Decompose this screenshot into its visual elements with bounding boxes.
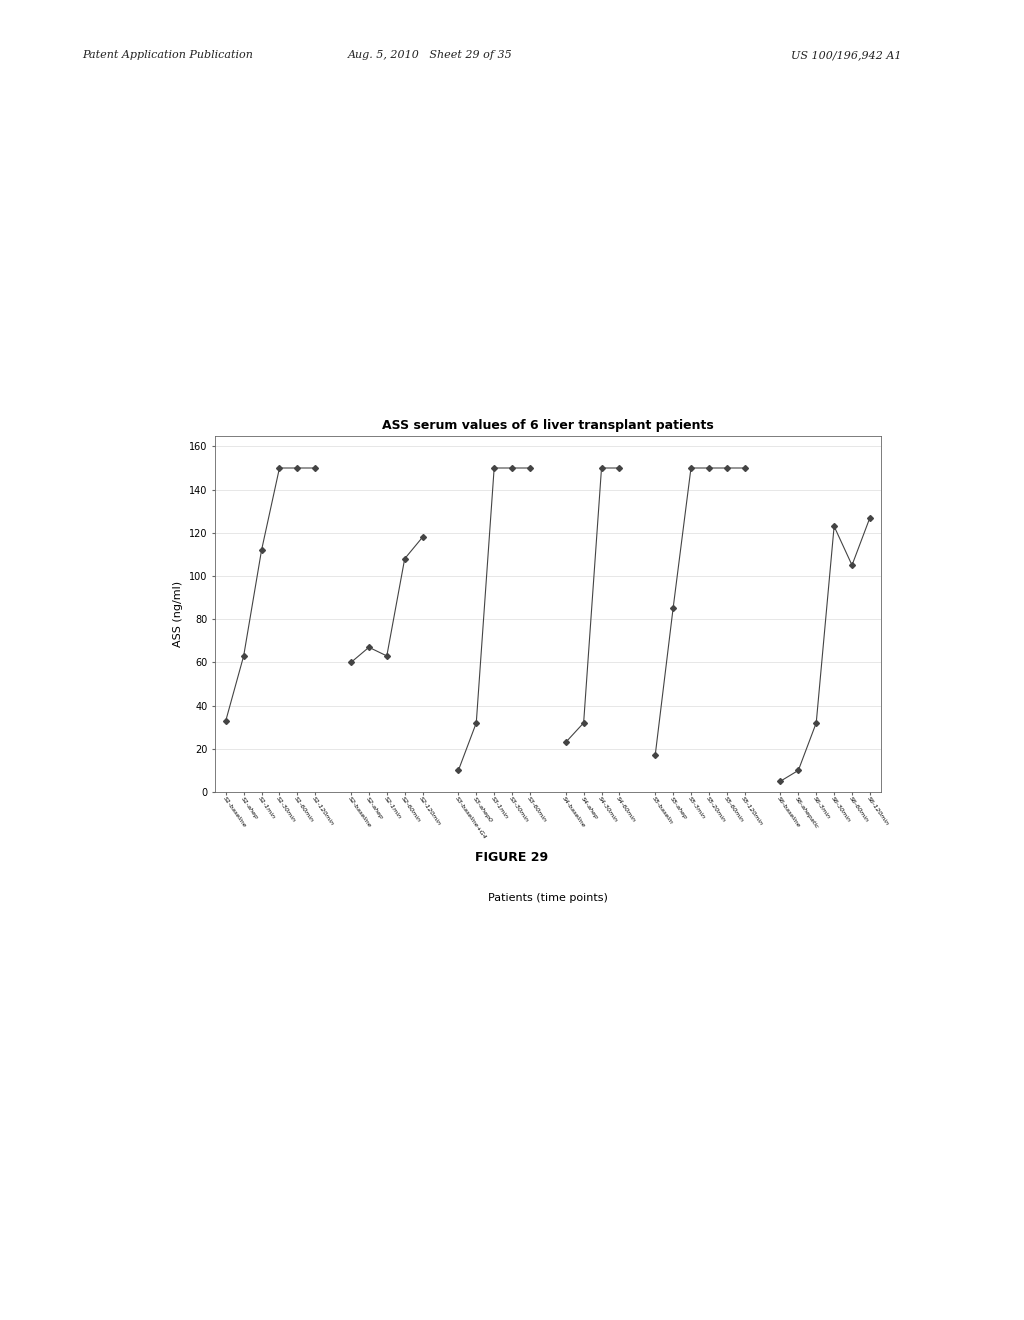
Y-axis label: ASS (ng/ml): ASS (ng/ml): [173, 581, 183, 647]
Title: ASS serum values of 6 liver transplant patients: ASS serum values of 6 liver transplant p…: [382, 418, 714, 432]
Text: Aug. 5, 2010   Sheet 29 of 35: Aug. 5, 2010 Sheet 29 of 35: [348, 50, 512, 61]
X-axis label: Patients (time points): Patients (time points): [487, 894, 608, 903]
Text: US 100/196,942 A1: US 100/196,942 A1: [791, 50, 901, 61]
Text: Patent Application Publication: Patent Application Publication: [82, 50, 253, 61]
Text: FIGURE 29: FIGURE 29: [475, 851, 549, 865]
